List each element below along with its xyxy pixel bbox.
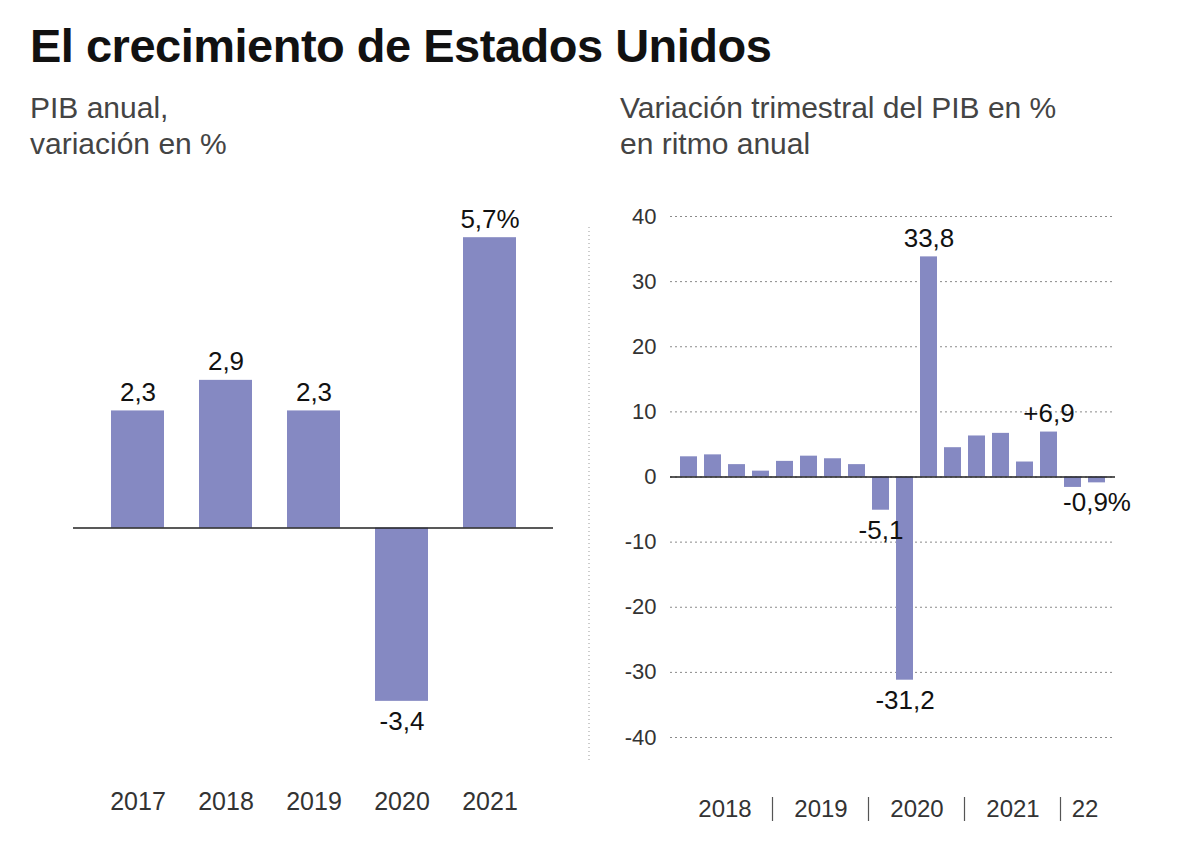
svg-text:-30: -30: [625, 659, 657, 684]
svg-text:-0,9%: -0,9%: [1063, 487, 1131, 517]
svg-text:2018: 2018: [198, 787, 254, 815]
svg-text:2019: 2019: [794, 795, 847, 822]
svg-text:10: 10: [632, 399, 656, 424]
svg-text:5,7%: 5,7%: [460, 204, 519, 234]
svg-text:-20: -20: [625, 594, 657, 619]
svg-text:+6,9: +6,9: [1023, 398, 1074, 428]
svg-text:-10: -10: [625, 529, 657, 554]
html-text:El crecimiento de Estados Unid: El crecimiento de Estados Unidos: [30, 19, 772, 72]
svg-text:2021: 2021: [462, 787, 518, 815]
html-text:PIB anual, variación en %: PIB anual, variación en %: [30, 91, 227, 160]
svg-text:2021: 2021: [986, 795, 1039, 822]
html-text:Variación trimestral del PIB e: Variación trimestral del PIB en % en rit…: [620, 91, 1057, 160]
svg-text:2019: 2019: [286, 787, 342, 815]
svg-text:-40: -40: [625, 725, 657, 750]
svg-text:22: 22: [1072, 795, 1099, 822]
svg-text:2,3: 2,3: [120, 377, 156, 407]
svg-text:2,9: 2,9: [208, 346, 244, 376]
svg-text:20: 20: [632, 334, 656, 359]
svg-text:33,8: 33,8: [904, 223, 955, 253]
svg-text:2018: 2018: [698, 795, 751, 822]
svg-text:-5,1: -5,1: [859, 515, 904, 545]
svg-text:2020: 2020: [890, 795, 943, 822]
svg-text:-31,2: -31,2: [875, 685, 934, 715]
svg-text:40: 40: [632, 204, 656, 229]
svg-text:2017: 2017: [110, 787, 166, 815]
svg-text:2020: 2020: [374, 787, 430, 815]
svg-text:-3,4: -3,4: [380, 706, 425, 736]
svg-text:2,3: 2,3: [296, 377, 332, 407]
svg-text:30: 30: [632, 269, 656, 294]
svg-text:0: 0: [644, 464, 656, 489]
